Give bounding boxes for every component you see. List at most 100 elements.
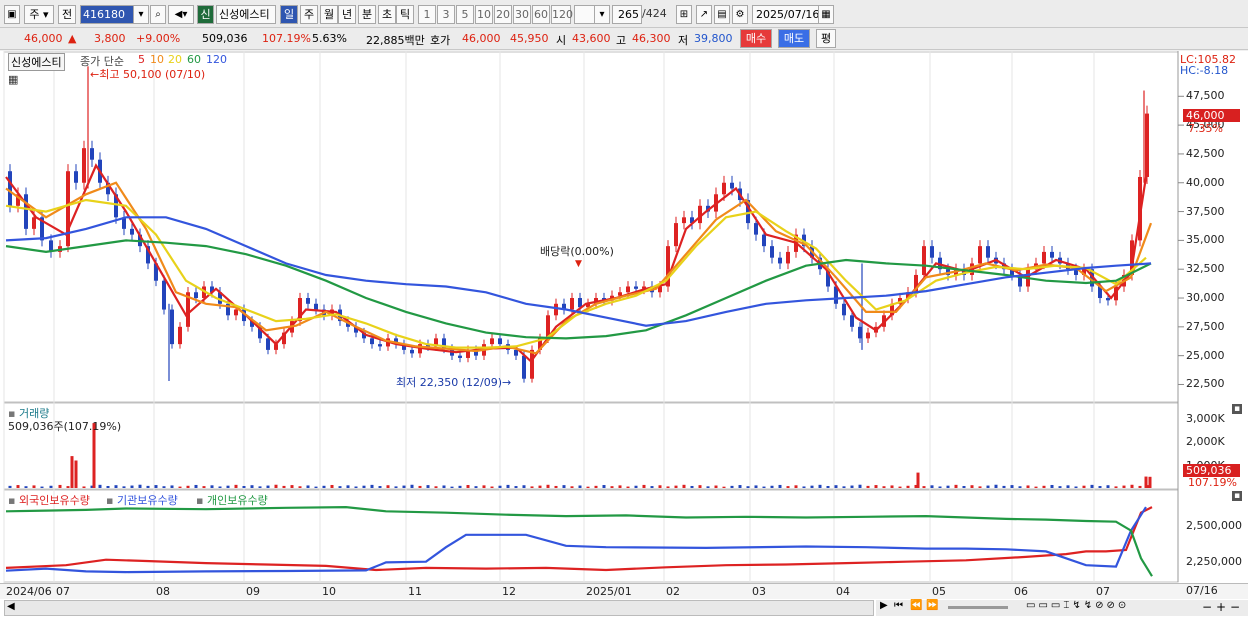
zoom-slider[interactable] [948, 606, 1008, 609]
volume-bar [546, 484, 550, 488]
stock-label[interactable]: 신성에스티 [8, 53, 65, 71]
candle-body [658, 286, 662, 293]
volume-bar [642, 484, 646, 488]
candle-body [618, 292, 622, 296]
save-icon[interactable]: ▤ [714, 5, 730, 24]
ma-5-label[interactable]: 5 [138, 53, 145, 66]
ma-line-120 [5, 216, 1152, 327]
ma-60-label[interactable]: 60 [187, 53, 201, 66]
volume-bar [1138, 485, 1142, 488]
volume-bar [266, 485, 270, 488]
calendar-icon[interactable]: ▦ [818, 5, 834, 24]
zoom-out-icon[interactable]: − [1202, 600, 1213, 614]
sell-button[interactable]: 매도 [778, 29, 810, 48]
volume-bar [994, 484, 998, 488]
minute-option[interactable]: 20 [494, 5, 512, 24]
minute-option[interactable]: 120 [551, 5, 573, 24]
volume-bar [394, 486, 398, 488]
volume-bar [794, 485, 798, 488]
buy-button[interactable]: 매수 [740, 29, 772, 48]
volume-bar [762, 486, 766, 488]
minute-option[interactable]: 1 [418, 5, 436, 24]
candle-body [850, 315, 854, 327]
eval-button[interactable]: 평 [816, 29, 836, 48]
institution-holding-text: 기관보유수량 [116, 494, 178, 507]
tab-year[interactable]: 년 [338, 5, 356, 24]
ma-20-label[interactable]: 20 [168, 53, 182, 66]
volume-bar [810, 485, 814, 488]
candle-body [538, 338, 542, 350]
candle-body [82, 148, 86, 183]
ma-10-label[interactable]: 10 [150, 53, 164, 66]
chart-canvas[interactable] [0, 51, 1248, 621]
first-icon[interactable]: ⏮ [894, 600, 903, 611]
tab-day[interactable]: 일 [280, 5, 298, 24]
tab-week[interactable]: 주 [300, 5, 318, 24]
minute-option[interactable]: 30 [513, 5, 531, 24]
gear-icon[interactable]: ⚙ [732, 5, 748, 24]
candle-body [578, 298, 582, 308]
minute-option[interactable]: 10 [475, 5, 493, 24]
candle-body [434, 338, 438, 347]
volume-close-icon[interactable]: ▪ [1232, 404, 1243, 414]
tab-month[interactable]: 월 [320, 5, 338, 24]
horizontal-scrollbar[interactable]: ◀ [4, 600, 874, 616]
candle-body [122, 217, 126, 229]
high-annotation-text: 최고 50,100 (07/10) [99, 68, 206, 81]
tab-second[interactable]: 초 [378, 5, 396, 24]
candle-body [250, 321, 254, 327]
volume-bar [898, 486, 902, 488]
candle-body [898, 298, 902, 304]
count-input[interactable]: 265 [612, 5, 642, 24]
tab-tick[interactable]: 틱 [396, 5, 414, 24]
code-dropdown-icon[interactable]: ▾ [133, 5, 149, 24]
window-icon[interactable]: ▣ [4, 5, 20, 24]
candle-body [762, 234, 766, 247]
next-page-icon[interactable]: ⏩ [926, 600, 939, 611]
candle-body [690, 217, 694, 224]
volume-bar [410, 484, 414, 488]
volume-bar [362, 485, 366, 488]
volume-bar [130, 485, 134, 488]
ask-price: 46,000 [462, 32, 501, 45]
dividend-annotation: 배당락(0.00%) [540, 245, 614, 258]
table-icon[interactable]: ▦ [8, 73, 19, 86]
current-volume-rate: 107.19% [1188, 476, 1237, 489]
date-input[interactable]: 2025/07/16 [752, 5, 820, 24]
reset-zoom-icon[interactable]: − [1230, 600, 1241, 614]
drawing-tools[interactable]: ▭▭▭⌶↯↯⊘⊘⊙ [1026, 600, 1130, 611]
volume-bar [106, 485, 110, 488]
scroll-right-icon[interactable]: ▶ [880, 600, 888, 611]
candle-body [634, 286, 638, 289]
volume-bar [778, 484, 782, 488]
volume-bar [858, 484, 862, 488]
type-select[interactable]: 주 ▾ [24, 5, 54, 24]
volume-bar [938, 486, 942, 488]
interval-dropdown-icon[interactable]: ▾ [594, 5, 610, 24]
minute-option[interactable]: 3 [437, 5, 455, 24]
stock-code-input[interactable]: 416180 [80, 5, 134, 24]
zoom-in-icon[interactable]: + [1216, 600, 1227, 614]
prev-page-icon[interactable]: ⏪ [910, 600, 923, 611]
grid-icon[interactable]: ⊞ [676, 5, 692, 24]
minute-option[interactable]: 60 [532, 5, 550, 24]
tab-minute[interactable]: 분 [358, 5, 376, 24]
scroll-left-icon[interactable]: ◀ [7, 601, 15, 612]
ma-line-60 [5, 239, 1152, 340]
market-badge: 신 [197, 5, 214, 24]
candle-body [314, 303, 318, 310]
volume-bar [946, 485, 950, 488]
prev-button[interactable]: 전 [58, 5, 76, 24]
ma-120-label[interactable]: 120 [206, 53, 227, 66]
holdings-close-icon[interactable]: ▪ [1232, 491, 1243, 501]
stock-name: 신성에스티 [216, 5, 276, 24]
x-axis-label: 04 [836, 585, 850, 598]
search-icon[interactable]: ⌕ [150, 5, 166, 24]
volume-spike [74, 460, 78, 488]
minute-option[interactable]: 5 [456, 5, 474, 24]
speaker-icon[interactable]: ◀▾ [168, 5, 194, 24]
low-label: 저 [678, 34, 689, 47]
candle-body [530, 349, 534, 379]
chart-icon[interactable]: ↗ [696, 5, 712, 24]
volume-bar [1034, 486, 1038, 488]
